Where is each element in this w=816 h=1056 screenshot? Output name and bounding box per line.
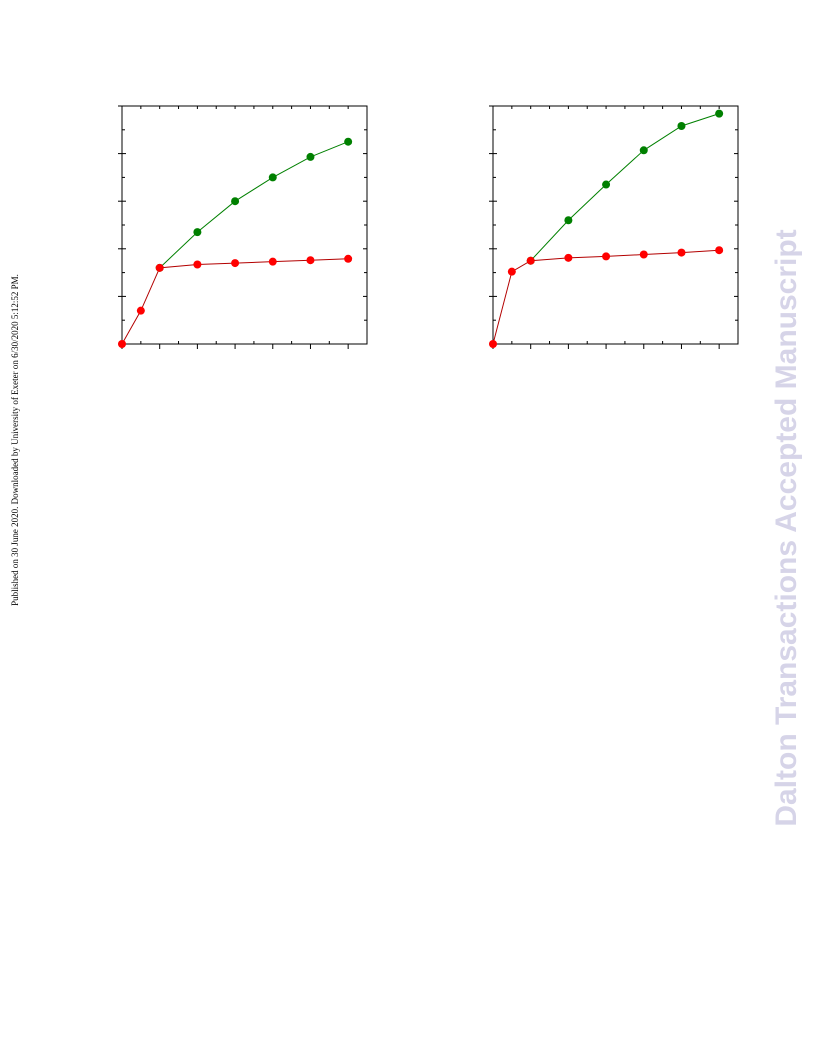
series-1-point <box>155 263 164 272</box>
series-1-point <box>715 246 724 255</box>
chart-right <box>481 95 751 355</box>
series-1-point <box>677 248 686 257</box>
series-1-point <box>344 254 353 263</box>
chart-left-svg <box>118 105 368 349</box>
series-0-point <box>602 180 611 189</box>
series-1-point <box>136 306 145 315</box>
series-1-line <box>121 258 349 345</box>
series-1-point <box>268 257 277 266</box>
series-1-point <box>526 256 535 265</box>
series-1-point <box>489 340 497 348</box>
series-1-point <box>602 252 611 261</box>
series-1-point <box>231 259 240 268</box>
series-1-line <box>492 249 720 345</box>
series-0-point <box>564 216 573 225</box>
series-0-line <box>159 141 349 269</box>
series-1-point <box>193 260 202 269</box>
accepted-manuscript-watermark: Dalton Transactions Accepted Manuscript <box>770 229 803 827</box>
chart-right-frame <box>492 105 739 345</box>
series-0-point <box>677 121 686 130</box>
chart-left-frame <box>121 105 368 345</box>
series-0-point <box>715 109 724 118</box>
series-1-point <box>306 256 315 265</box>
series-0-point <box>193 228 202 237</box>
publication-note: Published on 30 June 2020. Downloaded by… <box>10 274 20 606</box>
series-0-point <box>268 173 277 182</box>
series-1-point <box>564 253 573 262</box>
chart-right-svg <box>489 105 739 349</box>
series-0-point <box>231 197 240 206</box>
series-1-point <box>118 340 126 348</box>
series-0-point <box>344 137 353 146</box>
series-0-point <box>306 152 315 161</box>
series-1-point <box>639 250 648 259</box>
chart-left <box>110 95 380 355</box>
series-1-point <box>507 267 516 276</box>
series-0-line <box>530 113 720 262</box>
series-0-point <box>639 146 648 155</box>
